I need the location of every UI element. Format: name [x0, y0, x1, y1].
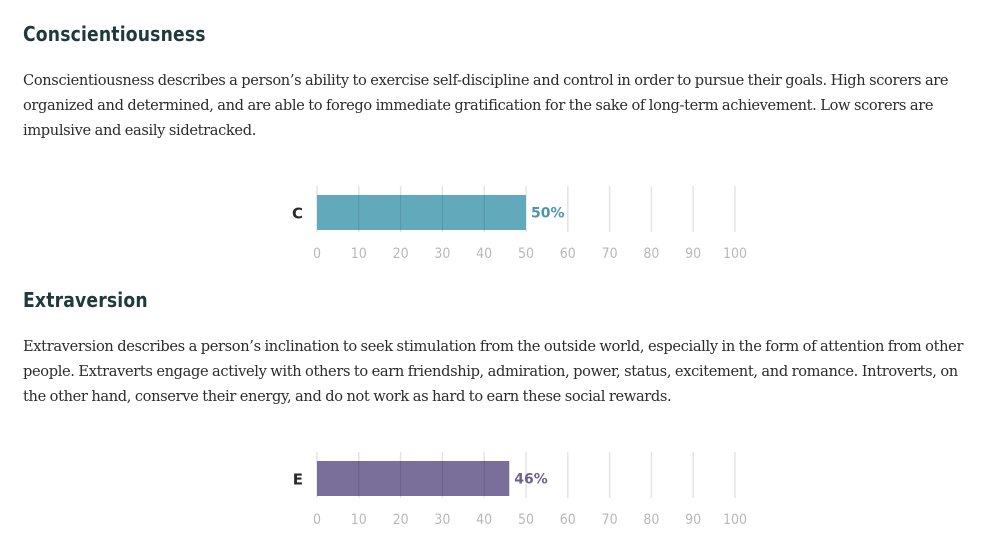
extraversion-chart: E 46% 0 10 20 30 40 50 60 70 80 90 100	[0, 432, 1004, 528]
trait-letter: C	[292, 205, 303, 223]
tick-label: 40	[476, 512, 492, 528]
tick-label: 80	[643, 246, 659, 262]
chart-svg: E 46% 0 10 20 30 40 50 60 70 80 90 100	[293, 452, 747, 528]
conscientiousness-section: Conscientiousness Conscientiousness desc…	[23, 18, 983, 262]
tick-label: 0	[313, 512, 321, 528]
tick-label: 20	[393, 246, 409, 262]
section-description: Extraversion describes a person’s inclin…	[23, 338, 964, 405]
tick-label: 70	[602, 246, 618, 262]
extraversion-section: Extraversion Extraversion describes a pe…	[23, 284, 983, 528]
tick-label: 50	[518, 246, 534, 262]
value-label: 50%	[531, 206, 565, 222]
tick-label: 50	[518, 512, 534, 528]
section-heading: Extraversion	[23, 288, 148, 312]
tick-label: 0	[313, 246, 321, 262]
tick-label: 10	[351, 246, 367, 262]
section-description: Conscientiousness describes a person’s a…	[23, 72, 949, 139]
bar	[317, 461, 510, 496]
tick-label: 30	[434, 512, 450, 528]
tick-label: 70	[602, 512, 618, 528]
section-heading: Conscientiousness	[23, 22, 206, 46]
tick-label: 100	[723, 246, 747, 262]
tick-label: 100	[723, 512, 747, 528]
tick-label: 60	[560, 512, 576, 528]
tick-label: 10	[351, 512, 367, 528]
value-label: 46%	[514, 472, 548, 488]
tick-label: 60	[560, 246, 576, 262]
tick-label: 90	[685, 512, 701, 528]
tick-label: 20	[393, 512, 409, 528]
tick-label: 80	[643, 512, 659, 528]
tick-label: 90	[685, 246, 701, 262]
chart-svg: C 50% 0 10 20 30 40 50 60 70 80 90 100	[292, 186, 747, 262]
tick-label: 40	[476, 246, 492, 262]
bar	[317, 195, 526, 230]
conscientiousness-chart: C 50% 0 10 20 30 40 50 60 70 80 90 100	[0, 166, 1004, 262]
tick-label: 30	[434, 246, 450, 262]
trait-letter: E	[293, 471, 303, 489]
